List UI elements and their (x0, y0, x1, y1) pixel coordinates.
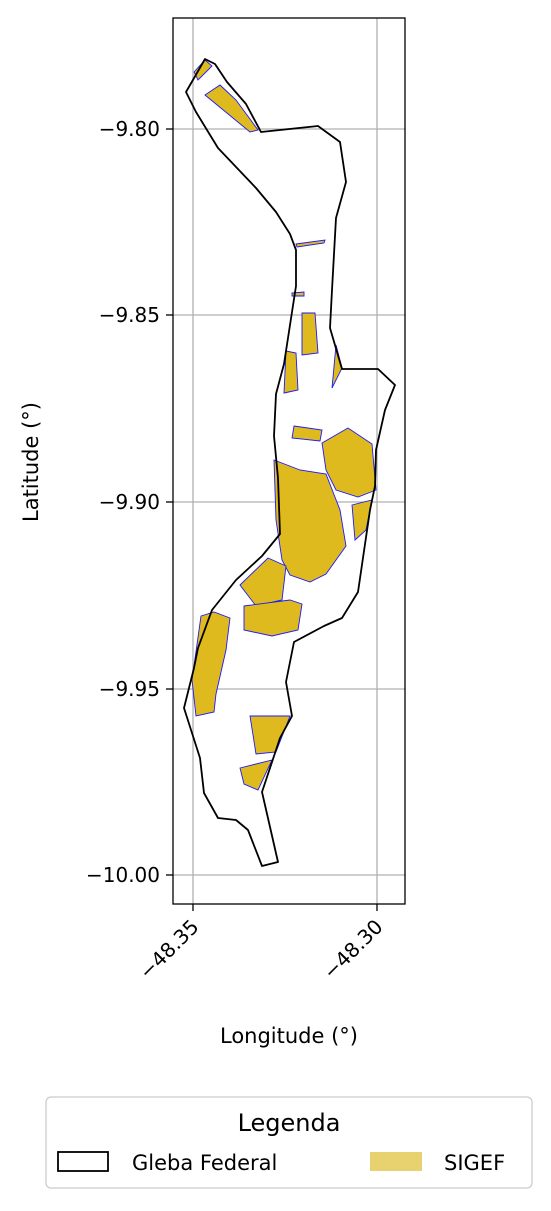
sigef-parcel (239, 759, 273, 791)
y-tick-label: −9.85 (99, 303, 160, 327)
sigef-parcel (239, 557, 287, 607)
sigef-parcel (191, 611, 231, 717)
sigef-parcel (249, 715, 291, 755)
legend-title: Legenda (238, 1109, 341, 1137)
y-tick-label: −10.00 (86, 863, 160, 887)
y-tick-label: −9.95 (99, 677, 160, 701)
x-tick-label: −48.30 (318, 915, 387, 984)
y-tick-label: −9.80 (99, 117, 160, 141)
sigef-parcel (243, 599, 303, 637)
sigef-parcel (204, 84, 259, 133)
y-axis-label: Latitude (°) (19, 402, 43, 522)
sigef-parcel (295, 239, 326, 248)
axes-frame (172, 17, 406, 905)
x-axis: −48.35 −48.30 (134, 904, 388, 984)
sigef-parcel (273, 459, 347, 583)
legend-label-sigef: SIGEF (444, 1151, 505, 1175)
sigef-parcel (351, 499, 373, 541)
sigef-parcel (283, 350, 299, 394)
legend-swatch-gleba (57, 1151, 109, 1172)
legend: Legenda Gleba Federal SIGEF (45, 1096, 533, 1189)
y-tick-label: −9.90 (99, 490, 160, 514)
gleba-federal-boundary (183, 58, 396, 867)
legend-swatch-sigef (370, 1152, 422, 1171)
y-axis: −9.80 −9.85 −9.90 −9.95 −10.00 (86, 117, 173, 887)
x-tick-label: −48.35 (134, 915, 203, 984)
legend-label-gleba: Gleba Federal (132, 1151, 277, 1175)
sigef-parcel (301, 312, 319, 356)
sigef-parcels (191, 59, 377, 791)
sigef-parcel (291, 425, 323, 442)
x-axis-label: Longitude (°) (220, 1024, 358, 1048)
sigef-parcel (321, 427, 377, 498)
